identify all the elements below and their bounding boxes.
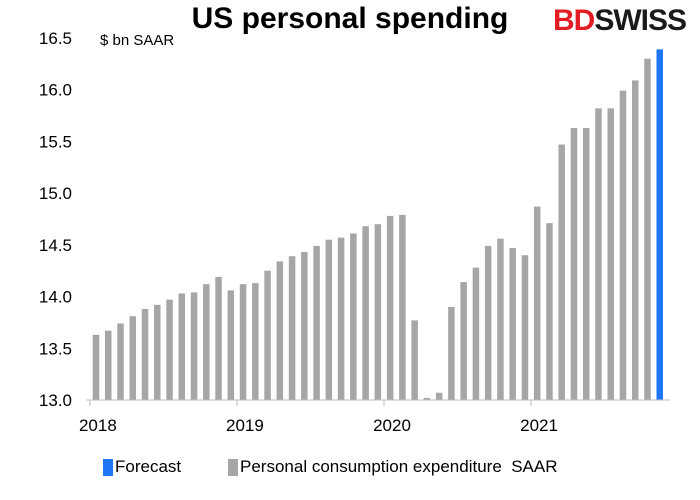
bar	[141, 308, 149, 400]
bar	[558, 144, 565, 400]
bar	[435, 392, 443, 400]
bar	[582, 127, 590, 401]
x-tick-label: 2021	[520, 416, 558, 435]
bar	[313, 245, 320, 400]
y-tick-label: 14.0	[39, 288, 72, 307]
x-tick-label: 2019	[226, 416, 264, 435]
x-tick-label: 2018	[79, 416, 117, 435]
bar	[178, 293, 186, 400]
bar	[448, 306, 455, 400]
bdswiss-logo: BDSWISS	[552, 4, 687, 38]
bar	[337, 237, 345, 400]
bar	[411, 320, 418, 400]
bar	[521, 255, 529, 400]
legend-pce: Personal consumption expenditure SAAR	[228, 457, 558, 477]
bar	[472, 267, 480, 400]
bar	[460, 282, 467, 400]
bar	[644, 58, 651, 400]
legend-pce-swatch	[228, 458, 238, 476]
bar	[252, 283, 259, 400]
bar	[399, 214, 406, 400]
bar	[301, 252, 308, 400]
bar	[92, 334, 100, 400]
y-tick-label: 16.0	[39, 81, 72, 100]
bar	[215, 276, 222, 400]
bar	[117, 323, 124, 400]
bar	[227, 290, 235, 400]
bar	[264, 270, 271, 400]
legend-pce-label: Personal consumption expenditure SAAR	[240, 457, 558, 476]
forecast-bar	[656, 49, 663, 401]
y-tick-label: 14.5	[39, 236, 72, 255]
chart-title: US personal spending	[191, 2, 509, 35]
y-tick-label: 13.5	[39, 339, 72, 358]
bar	[350, 233, 357, 400]
bar	[619, 90, 627, 401]
bar	[154, 304, 161, 400]
bar	[497, 238, 504, 400]
bar	[276, 261, 284, 400]
bar	[239, 284, 247, 400]
bar	[288, 256, 296, 400]
legend-forecast: Forecast	[103, 457, 181, 477]
bar	[386, 215, 394, 400]
bar	[631, 80, 639, 401]
x-tick-label: 2020	[373, 416, 411, 435]
y-tick-label: 15.0	[39, 184, 72, 203]
bar	[607, 108, 614, 401]
bar	[484, 245, 492, 400]
bar	[325, 239, 333, 400]
logo-part-bd: BD	[552, 4, 595, 37]
bar	[129, 316, 137, 400]
legend-forecast-label: Forecast	[115, 457, 182, 476]
bar	[374, 224, 382, 400]
bar	[190, 292, 198, 400]
bar	[570, 127, 578, 401]
bar	[166, 299, 173, 400]
y-axis-unit-label: $ bn SAAR	[100, 32, 175, 49]
logo-part-swiss: SWISS	[594, 4, 687, 37]
y-tick-label: 15.5	[39, 132, 72, 151]
bar	[533, 206, 541, 400]
bar	[546, 223, 553, 400]
bar	[105, 330, 112, 400]
bar	[362, 226, 369, 400]
y-tick-label: 16.5	[39, 29, 72, 48]
bar	[203, 284, 210, 400]
y-tick-label: 13.0	[39, 391, 72, 410]
bar	[423, 397, 431, 400]
legend-forecast-swatch	[103, 458, 113, 476]
bar	[595, 108, 602, 401]
bar	[509, 247, 516, 400]
